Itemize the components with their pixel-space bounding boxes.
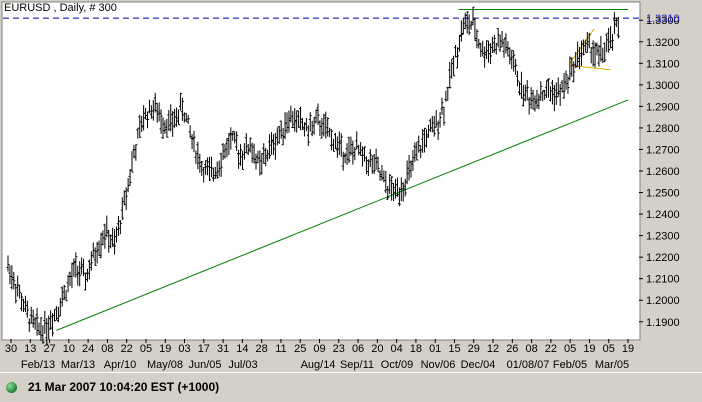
trendline xyxy=(56,99,629,331)
x-tick-label: 05 xyxy=(140,343,152,355)
x-tick-label: 20 xyxy=(371,343,383,355)
x-month-label: Jul/03 xyxy=(228,359,257,371)
x-tick-label: 09 xyxy=(313,343,325,355)
x-axis: 30 13 27 10 24 08 22 05 19 03 17 31 14 28 11 25 09 23 06 20… xyxy=(5,339,634,371)
x-tick-label: 19 xyxy=(622,343,634,355)
y-tick-label: 1.2800 xyxy=(646,123,680,135)
status-datetime: 21 Mar 2007 10:04:20 EST (+1000) xyxy=(28,380,219,394)
y-tick-label: 1.2400 xyxy=(646,209,680,221)
x-tick-label: 27 xyxy=(43,343,55,355)
x-tick-label: 03 xyxy=(178,343,190,355)
x-tick-label: 04 xyxy=(391,343,403,355)
x-tick-label: 22 xyxy=(545,343,557,355)
x-tick-label: 01 xyxy=(429,343,441,355)
x-tick-label: 15 xyxy=(448,343,460,355)
y-tick-label: 1.2700 xyxy=(646,144,680,156)
x-tick-label: 30 xyxy=(5,343,17,355)
y-tick-label: 1.2200 xyxy=(646,252,680,264)
plot-area xyxy=(1,1,641,341)
connection-status-icon xyxy=(6,382,17,393)
status-date: 21 Mar 2007 10:04:20 xyxy=(28,380,148,394)
x-month-label: May/08 xyxy=(147,359,183,371)
x-month-label: Jun/05 xyxy=(188,359,221,371)
y-tick-label: 1.3300 xyxy=(646,15,680,27)
x-tick-label: 10 xyxy=(63,343,75,355)
y-tick-label: 1.3100 xyxy=(646,58,680,70)
x-month-label: Oct/09 xyxy=(381,359,413,371)
y-tick-label: 1.3000 xyxy=(646,80,680,92)
y-tick-label: 1.2300 xyxy=(646,231,680,243)
x-tick-label: 31 xyxy=(217,343,229,355)
x-month-label: Mar/05 xyxy=(595,359,629,371)
x-tick-label: 17 xyxy=(198,343,210,355)
x-tick-label: 19 xyxy=(583,343,595,355)
x-month-label: Aug/14 xyxy=(301,359,336,371)
x-tick-label: 12 xyxy=(487,343,499,355)
x-tick-label: 18 xyxy=(410,343,422,355)
x-tick-label: 24 xyxy=(82,343,94,355)
x-tick-label: 28 xyxy=(256,343,268,355)
y-tick-label: 1.2100 xyxy=(646,274,680,286)
x-tick-label: 05 xyxy=(603,343,615,355)
x-month-label: 01/08/07 xyxy=(507,359,550,371)
y-tick-label: 1.2500 xyxy=(646,188,680,200)
x-tick-label: 08 xyxy=(101,343,113,355)
x-month-label: Feb/13 xyxy=(21,359,55,371)
x-month-label: Apr/10 xyxy=(104,359,136,371)
x-tick-label: 26 xyxy=(506,343,518,355)
price-bars xyxy=(6,6,620,345)
y-tick-label: 1.3200 xyxy=(646,37,680,49)
x-month-label: Mar/13 xyxy=(61,359,95,371)
x-tick-label: 22 xyxy=(121,343,133,355)
x-tick-label: 25 xyxy=(294,343,306,355)
y-tick-label: 1.2900 xyxy=(646,101,680,113)
y-tick-label: 1.2000 xyxy=(646,295,680,307)
x-month-label: Sep/11 xyxy=(340,359,374,371)
trendlines xyxy=(56,8,629,331)
x-tick-label: 05 xyxy=(564,343,576,355)
x-tick-label: 29 xyxy=(468,343,480,355)
x-month-label: Nov/06 xyxy=(421,359,456,371)
x-tick-label: 19 xyxy=(159,343,171,355)
x-tick-label: 08 xyxy=(525,343,537,355)
x-tick-label: 14 xyxy=(236,343,248,355)
x-tick-label: 23 xyxy=(333,343,345,355)
y-tick-label: 1.1900 xyxy=(646,317,680,329)
chart-title: EURUSD , Daily, # 300 xyxy=(4,2,117,14)
last-value-label: 1.3310 xyxy=(646,13,680,25)
y-axis: 1.3300 1.3200 1.3100 1.3000 1.2900 1.2800 1.27… xyxy=(639,13,680,329)
chart: EURUSD , Daily, # 300 1.3300 1.3200 1.3100… xyxy=(1,1,680,371)
x-tick-label: 06 xyxy=(352,343,364,355)
x-tick-label: 11 xyxy=(275,343,286,355)
x-month-label: Feb/05 xyxy=(553,359,587,371)
status-timezone: EST (+1000) xyxy=(150,380,220,394)
status-bar: 21 Mar 2007 10:04:20 EST (+1000) xyxy=(0,372,702,402)
y-tick-label: 1.2600 xyxy=(646,166,680,178)
x-month-label: Dec/04 xyxy=(461,359,496,371)
x-tick-label: 13 xyxy=(24,343,36,355)
